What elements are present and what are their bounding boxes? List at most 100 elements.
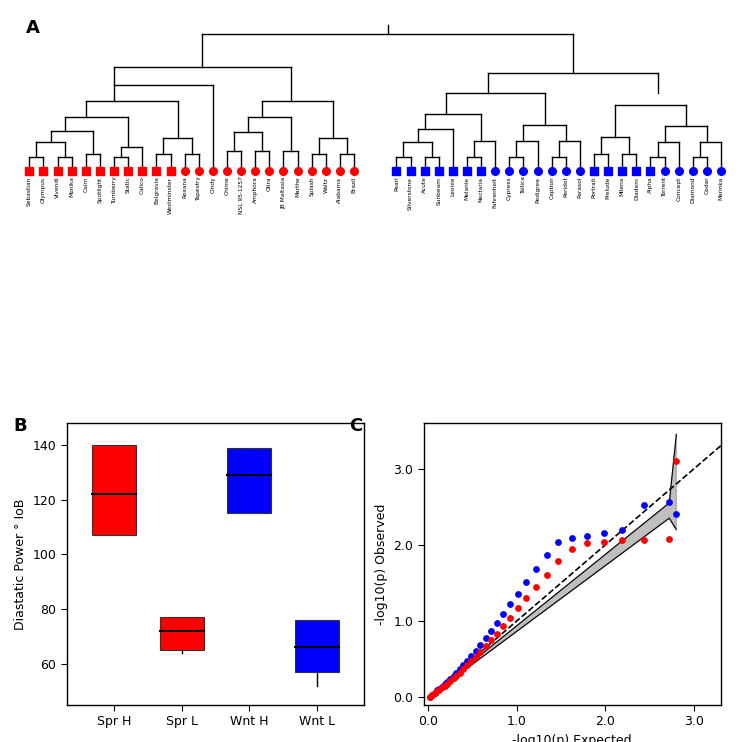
Point bbox=[663, 496, 675, 508]
Text: Pedigree: Pedigree bbox=[535, 177, 540, 203]
Text: Otira: Otira bbox=[267, 177, 272, 191]
Text: Chime: Chime bbox=[224, 177, 230, 195]
Bar bbox=[160, 617, 204, 650]
Text: Caption: Caption bbox=[549, 177, 554, 199]
Point bbox=[424, 691, 435, 703]
Point bbox=[504, 598, 516, 610]
Point bbox=[521, 577, 533, 588]
Point bbox=[426, 689, 438, 701]
Polygon shape bbox=[428, 434, 676, 697]
Point bbox=[470, 645, 481, 657]
Point bbox=[541, 568, 553, 580]
Text: Static: Static bbox=[126, 177, 131, 194]
Text: Spotlight: Spotlight bbox=[97, 177, 103, 203]
Point bbox=[491, 617, 503, 628]
Text: Cairn: Cairn bbox=[83, 177, 88, 192]
Point bbox=[461, 654, 473, 666]
Text: Splash: Splash bbox=[309, 177, 314, 196]
Text: Leonie: Leonie bbox=[450, 177, 455, 196]
Point bbox=[504, 612, 516, 624]
Text: Olympus: Olympus bbox=[41, 177, 46, 203]
Point bbox=[474, 639, 486, 651]
Point bbox=[541, 549, 553, 561]
Point bbox=[448, 672, 460, 684]
Point bbox=[474, 646, 486, 657]
Text: Pearl: Pearl bbox=[394, 177, 399, 191]
Point bbox=[436, 681, 448, 693]
Point bbox=[444, 673, 456, 685]
Text: Marinka: Marinka bbox=[718, 177, 724, 200]
Point bbox=[638, 499, 650, 511]
Point bbox=[444, 675, 456, 687]
Text: A: A bbox=[26, 19, 39, 36]
Point bbox=[465, 655, 477, 667]
Text: Melanie: Melanie bbox=[464, 177, 470, 200]
Text: Milena: Milena bbox=[620, 177, 625, 196]
Point bbox=[433, 683, 445, 695]
Text: Marthe: Marthe bbox=[295, 177, 300, 197]
Text: Parasol: Parasol bbox=[577, 177, 583, 198]
Point bbox=[448, 670, 460, 682]
Text: Brazil: Brazil bbox=[351, 177, 357, 193]
Y-axis label: -log10(p) Observed: -log10(p) Observed bbox=[374, 503, 388, 625]
Text: Diadem: Diadem bbox=[634, 177, 639, 200]
Point bbox=[450, 667, 462, 679]
Point bbox=[431, 684, 443, 696]
Text: JB Maltasia: JB Maltasia bbox=[281, 177, 286, 209]
Text: Amphora: Amphora bbox=[253, 177, 258, 203]
Point bbox=[441, 676, 453, 688]
Point bbox=[497, 620, 509, 632]
Point bbox=[521, 592, 533, 604]
Point bbox=[424, 691, 435, 703]
Text: Concept: Concept bbox=[676, 177, 681, 201]
Text: NSL 95-1257: NSL 95-1257 bbox=[239, 177, 244, 214]
Point bbox=[513, 603, 525, 614]
Point bbox=[581, 530, 593, 542]
Point bbox=[616, 534, 628, 546]
Point bbox=[441, 677, 453, 689]
Text: B: B bbox=[13, 417, 27, 436]
Point bbox=[531, 581, 542, 593]
Point bbox=[497, 608, 509, 620]
Text: Belgravia: Belgravia bbox=[154, 177, 159, 205]
Point bbox=[458, 660, 470, 672]
Text: Fahrenheit: Fahrenheit bbox=[493, 177, 498, 208]
Point bbox=[433, 683, 445, 695]
Point bbox=[638, 533, 650, 545]
Text: Peridot: Peridot bbox=[563, 177, 568, 197]
Point bbox=[454, 663, 466, 675]
Point bbox=[597, 527, 609, 539]
Text: Alpha: Alpha bbox=[648, 177, 653, 193]
Bar bbox=[227, 447, 271, 513]
Text: Monika: Monika bbox=[69, 177, 74, 197]
Point bbox=[663, 533, 675, 545]
Text: Tallica: Tallica bbox=[521, 177, 526, 194]
Text: Diamond: Diamond bbox=[690, 177, 695, 203]
Point bbox=[670, 508, 682, 520]
Text: Torrent: Torrent bbox=[662, 177, 667, 197]
Point bbox=[480, 640, 492, 652]
Text: Sebastian: Sebastian bbox=[27, 177, 32, 206]
Y-axis label: Diastatic Power ° IoB: Diastatic Power ° IoB bbox=[14, 498, 27, 630]
Point bbox=[531, 563, 542, 575]
Text: Westminster: Westminster bbox=[168, 177, 173, 214]
Point bbox=[439, 680, 451, 692]
Text: Portrait: Portrait bbox=[591, 177, 597, 198]
Text: Silverstone: Silverstone bbox=[408, 177, 413, 209]
Point bbox=[461, 660, 473, 672]
Text: Acute: Acute bbox=[422, 177, 427, 194]
Point bbox=[597, 536, 609, 548]
Text: Cypress: Cypress bbox=[507, 177, 512, 200]
Point bbox=[431, 686, 443, 697]
Point bbox=[429, 687, 441, 699]
Bar bbox=[295, 620, 339, 672]
Point bbox=[552, 536, 564, 548]
Point bbox=[458, 663, 470, 675]
Point bbox=[565, 532, 577, 544]
Point bbox=[616, 525, 628, 536]
Point bbox=[450, 670, 462, 682]
Text: Waltz: Waltz bbox=[323, 177, 328, 193]
Point bbox=[465, 650, 477, 662]
Point bbox=[485, 634, 497, 646]
Point bbox=[470, 651, 481, 663]
